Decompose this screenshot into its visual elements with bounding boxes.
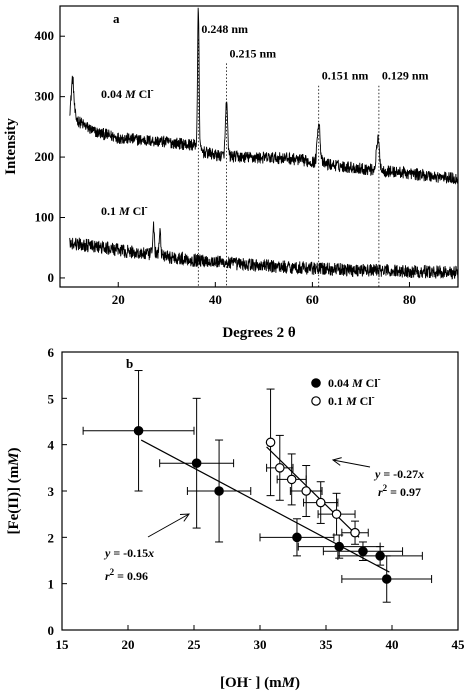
fit-equation-filled: y = -0.15x (103, 546, 154, 560)
panel-b-label: b (126, 356, 133, 371)
peak-label-0: 0.248 nm (201, 22, 248, 36)
panel-a-ylabel: Intensity (3, 118, 19, 175)
b-xtick-label-30: 30 (254, 637, 267, 652)
point-open-5 (331, 509, 342, 519)
fit-line-0 (140, 439, 390, 573)
a-ytick-label-200: 200 (35, 149, 55, 164)
a-xtick-label-60: 60 (306, 292, 319, 307)
panel-a-label: a (113, 11, 120, 26)
arrow-to-filled-fit-head (179, 513, 191, 522)
series-label-0.04M: 0.04 M Cl- (101, 85, 154, 101)
point-open-0 (265, 437, 276, 448)
b-ytick-label-0: 0 (48, 623, 55, 638)
b-xtick-label-35: 35 (320, 637, 334, 652)
b-ytick-label-3: 3 (48, 484, 55, 499)
panel-b-ylabel: [Fe(II)] (mM) (6, 447, 22, 534)
peak-label-3: 0.129 nm (382, 69, 429, 83)
legend-marker-open (311, 396, 321, 406)
b-xtick-label-45: 45 (452, 637, 466, 652)
b-ytick-label-4: 4 (48, 438, 55, 453)
legend-marker-filled (311, 378, 321, 388)
point-open-4 (315, 497, 326, 508)
point-filled-5 (358, 546, 368, 557)
point-open-6 (350, 527, 360, 538)
a-xtick-label-80: 80 (403, 292, 416, 307)
point-filled-1 (191, 458, 202, 468)
b-ytick-label-2: 2 (48, 530, 55, 545)
pattern-0.04M-line (69, 7, 459, 185)
peak-label-1: 0.215 nm (229, 46, 276, 60)
b-xtick-label-40: 40 (386, 637, 399, 652)
b-xtick-label-15: 15 (56, 637, 70, 652)
arrow-to-open-fit (332, 459, 371, 468)
panel-a-diffractogram: 0.248 nm 0.215 nm 0.151 nm 0.129 nm 0.04 M C… (3, 5, 459, 341)
a-ytick-label-300: 300 (35, 89, 55, 104)
peak-label-2: 0.151 nm (322, 69, 369, 83)
pattern-0.1M-line (69, 221, 459, 280)
a-xtick-label-40: 40 (209, 292, 222, 307)
point-filled-2 (214, 486, 224, 496)
a-ytick-label-400: 400 (35, 28, 55, 43)
point-filled-0 (133, 425, 144, 436)
b-xtick-label-20: 20 (122, 637, 135, 652)
point-open-3 (301, 486, 311, 496)
panel-b-xlabel: [OH- ] (mM) (220, 674, 300, 692)
arrow-to-filled-fit (147, 513, 190, 538)
b-ytick-label-6: 6 (48, 345, 55, 360)
a-xtick-label-20: 20 (112, 292, 125, 307)
b-ytick-label-1: 1 (48, 577, 55, 592)
point-filled-4 (334, 541, 344, 552)
panel-a-frame (59, 5, 459, 288)
fit-r2-filled: r2 = 0.96 (105, 567, 148, 583)
a-ytick-label-100: 100 (35, 210, 55, 225)
point-open-1 (274, 463, 285, 473)
point-open-2 (286, 474, 297, 485)
b-xtick-label-25: 25 (188, 637, 202, 652)
point-filled-3 (292, 532, 302, 543)
legend-label-0.1M: 0.1 M Cl- (328, 392, 375, 408)
b-ytick-label-5: 5 (48, 391, 55, 406)
arrow-to-open-fit-head (331, 457, 342, 466)
legend-label-0.04M: 0.04 M Cl- (328, 374, 381, 390)
fit-line-1 (266, 446, 360, 538)
a-ytick-label-0: 0 (48, 270, 55, 285)
fit-equation-open: y = -0.27x (373, 467, 424, 481)
fit-r2-open: r2 = 0.97 (378, 483, 421, 499)
point-filled-6 (375, 551, 385, 561)
series-label-0.1M: 0.1 M Cl- (101, 202, 148, 218)
panel-a-xlabel: Degrees 2 θ (222, 325, 296, 341)
point-filled-7 (381, 574, 392, 584)
